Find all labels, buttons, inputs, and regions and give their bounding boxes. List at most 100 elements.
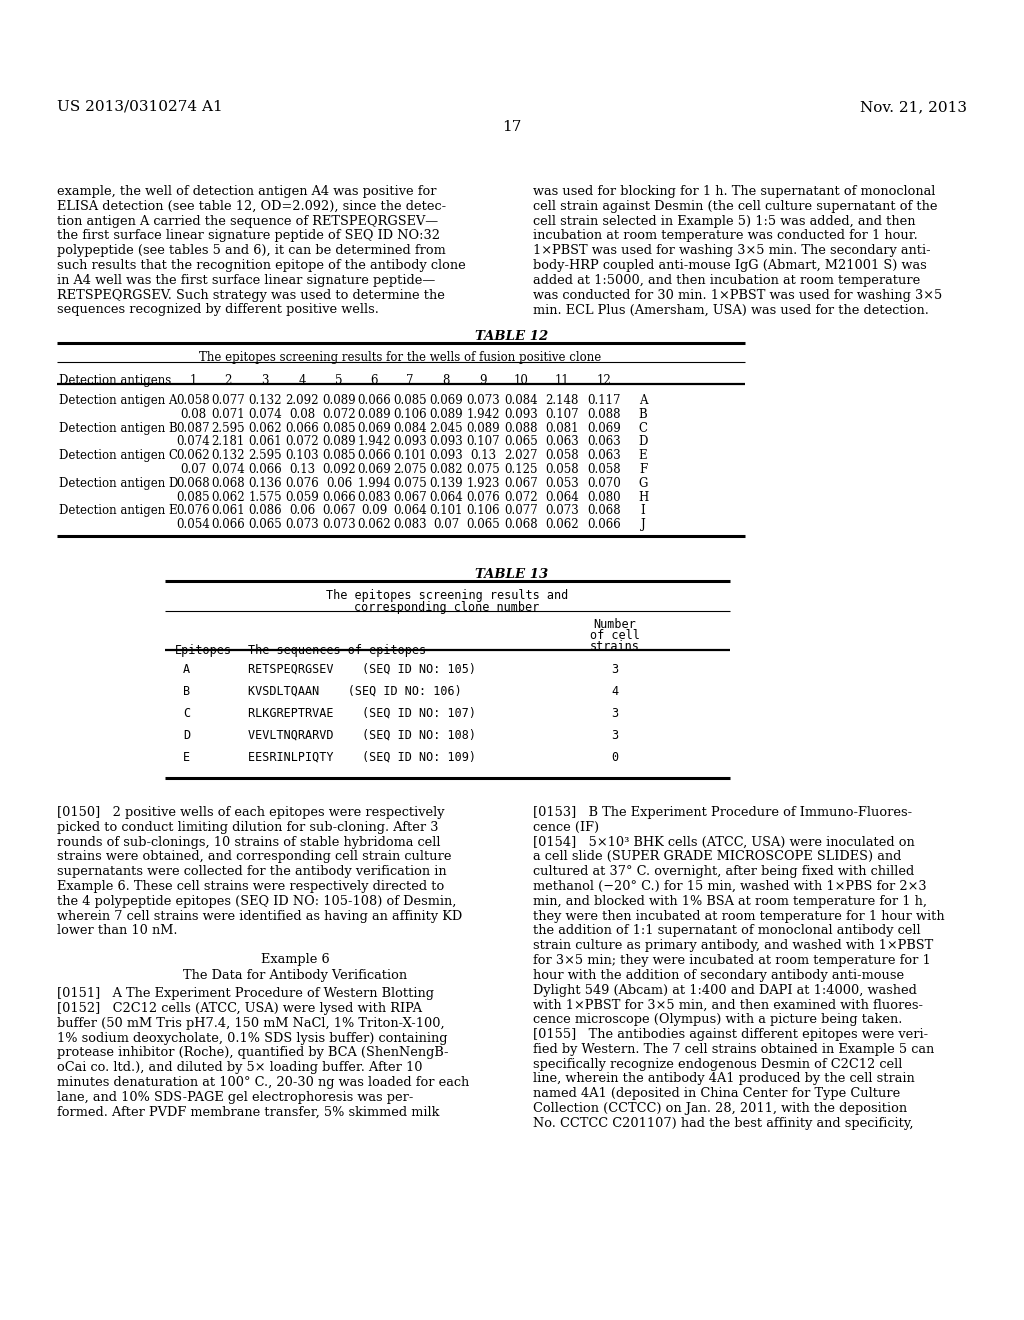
Text: cence (IF): cence (IF): [534, 821, 599, 834]
Text: 0.106: 0.106: [393, 408, 427, 421]
Text: 0.101: 0.101: [393, 449, 427, 462]
Text: a cell slide (SUPER GRADE MICROSCOPE SLIDES) and: a cell slide (SUPER GRADE MICROSCOPE SLI…: [534, 850, 901, 863]
Text: 0.066: 0.066: [357, 449, 391, 462]
Text: 9: 9: [479, 374, 486, 387]
Text: 0.069: 0.069: [357, 421, 391, 434]
Text: 0.068: 0.068: [587, 504, 621, 517]
Text: 0.089: 0.089: [466, 421, 500, 434]
Text: 0.101: 0.101: [429, 504, 463, 517]
Text: 0.063: 0.063: [545, 436, 579, 449]
Text: 0.092: 0.092: [323, 463, 355, 477]
Text: 0.07: 0.07: [433, 519, 459, 531]
Text: 11: 11: [555, 374, 569, 387]
Text: 0.069: 0.069: [357, 463, 391, 477]
Text: 0.072: 0.072: [323, 408, 355, 421]
Text: 0.064: 0.064: [429, 491, 463, 504]
Text: of cell: of cell: [590, 630, 640, 642]
Text: 0.061: 0.061: [211, 504, 245, 517]
Text: VEVLTNQRARVD    (SEQ ID NO: 108): VEVLTNQRARVD (SEQ ID NO: 108): [248, 729, 476, 742]
Text: 0.083: 0.083: [357, 491, 391, 504]
Text: 1.942: 1.942: [357, 436, 391, 449]
Text: 0.070: 0.070: [587, 477, 621, 490]
Text: D: D: [183, 729, 190, 742]
Text: methanol (−20° C.) for 15 min, washed with 1×PBS for 2×3: methanol (−20° C.) for 15 min, washed wi…: [534, 880, 927, 894]
Text: for 3×5 min; they were incubated at room temperature for 1: for 3×5 min; they were incubated at room…: [534, 954, 931, 968]
Text: A: A: [183, 663, 190, 676]
Text: Detection antigen D: Detection antigen D: [59, 477, 178, 490]
Text: 0.139: 0.139: [429, 477, 463, 490]
Text: 0.073: 0.073: [323, 519, 356, 531]
Text: protease inhibitor (Roche), quantified by BCA (ShenNengB-: protease inhibitor (Roche), quantified b…: [57, 1047, 449, 1060]
Text: 0.058: 0.058: [545, 449, 579, 462]
Text: 1.994: 1.994: [357, 477, 391, 490]
Text: 0.106: 0.106: [466, 504, 500, 517]
Text: 2: 2: [224, 374, 231, 387]
Text: Detection antigen A: Detection antigen A: [59, 393, 177, 407]
Text: rounds of sub-clonings, 10 strains of stable hybridoma cell: rounds of sub-clonings, 10 strains of st…: [57, 836, 440, 849]
Text: 0.088: 0.088: [587, 408, 621, 421]
Text: B: B: [639, 408, 647, 421]
Text: 0.068: 0.068: [176, 477, 210, 490]
Text: 0.072: 0.072: [504, 491, 538, 504]
Text: 7: 7: [407, 374, 414, 387]
Text: 0.093: 0.093: [429, 449, 463, 462]
Text: cell strain against Desmin (the cell culture supernatant of the: cell strain against Desmin (the cell cul…: [534, 199, 938, 213]
Text: 2.148: 2.148: [546, 393, 579, 407]
Text: 0.063: 0.063: [587, 449, 621, 462]
Text: lane, and 10% SDS-PAGE gel electrophoresis was per-: lane, and 10% SDS-PAGE gel electrophores…: [57, 1090, 414, 1104]
Text: 2.181: 2.181: [211, 436, 245, 449]
Text: 0.117: 0.117: [587, 393, 621, 407]
Text: 0.076: 0.076: [176, 504, 210, 517]
Text: 0.065: 0.065: [466, 519, 500, 531]
Text: they were then incubated at room temperature for 1 hour with: they were then incubated at room tempera…: [534, 909, 944, 923]
Text: 0.086: 0.086: [248, 504, 282, 517]
Text: 0.136: 0.136: [248, 477, 282, 490]
Text: such results that the recognition epitope of the antibody clone: such results that the recognition epitop…: [57, 259, 466, 272]
Text: the 4 polypeptide epitopes (SEQ ID NO: 105-108) of Desmin,: the 4 polypeptide epitopes (SEQ ID NO: 1…: [57, 895, 457, 908]
Text: 2.092: 2.092: [286, 393, 318, 407]
Text: [0150]   2 positive wells of each epitopes were respectively: [0150] 2 positive wells of each epitopes…: [57, 807, 444, 818]
Text: 3: 3: [611, 663, 618, 676]
Text: 0.069: 0.069: [429, 393, 463, 407]
Text: 0.059: 0.059: [285, 491, 318, 504]
Text: strain culture as primary antibody, and washed with 1×PBST: strain culture as primary antibody, and …: [534, 940, 933, 952]
Text: The epitopes screening results for the wells of fusion positive clone: The epitopes screening results for the w…: [199, 351, 601, 364]
Text: Nov. 21, 2013: Nov. 21, 2013: [860, 100, 967, 114]
Text: 0.073: 0.073: [545, 504, 579, 517]
Text: TABLE 12: TABLE 12: [475, 330, 549, 343]
Text: buffer (50 mM Tris pH7.4, 150 mM NaCl, 1% Triton-X-100,: buffer (50 mM Tris pH7.4, 150 mM NaCl, 1…: [57, 1016, 444, 1030]
Text: 4: 4: [298, 374, 306, 387]
Text: 10: 10: [514, 374, 528, 387]
Text: 0.054: 0.054: [176, 519, 210, 531]
Text: the addition of 1:1 supernatant of monoclonal antibody cell: the addition of 1:1 supernatant of monoc…: [534, 924, 921, 937]
Text: 0.085: 0.085: [323, 449, 355, 462]
Text: 4: 4: [611, 685, 618, 698]
Text: 0.068: 0.068: [504, 519, 538, 531]
Text: 0.089: 0.089: [429, 408, 463, 421]
Text: 0.067: 0.067: [393, 491, 427, 504]
Text: 0.075: 0.075: [466, 463, 500, 477]
Text: Number: Number: [594, 618, 636, 631]
Text: 2.075: 2.075: [393, 463, 427, 477]
Text: 0.085: 0.085: [393, 393, 427, 407]
Text: The Data for Antibody Verification: The Data for Antibody Verification: [183, 969, 408, 982]
Text: strains were obtained, and corresponding cell strain culture: strains were obtained, and corresponding…: [57, 850, 452, 863]
Text: in A4 well was the first surface linear signature peptide—: in A4 well was the first surface linear …: [57, 273, 435, 286]
Text: 0.066: 0.066: [323, 491, 356, 504]
Text: strains: strains: [590, 640, 640, 653]
Text: 0.063: 0.063: [587, 436, 621, 449]
Text: 0.065: 0.065: [504, 436, 538, 449]
Text: picked to conduct limiting dilution for sub-cloning. After 3: picked to conduct limiting dilution for …: [57, 821, 438, 834]
Text: 12: 12: [597, 374, 611, 387]
Text: Collection (CCTCC) on Jan. 28, 2011, with the deposition: Collection (CCTCC) on Jan. 28, 2011, wit…: [534, 1102, 907, 1115]
Text: minutes denaturation at 100° C., 20-30 ng was loaded for each: minutes denaturation at 100° C., 20-30 n…: [57, 1076, 469, 1089]
Text: RETSPEQRGSEV. Such strategy was used to determine the: RETSPEQRGSEV. Such strategy was used to …: [57, 289, 444, 301]
Text: with 1×PBST for 3×5 min, and then examined with fluores-: with 1×PBST for 3×5 min, and then examin…: [534, 998, 923, 1011]
Text: 3: 3: [261, 374, 268, 387]
Text: 0.088: 0.088: [504, 421, 538, 434]
Text: was conducted for 30 min. 1×PBST was used for washing 3×5: was conducted for 30 min. 1×PBST was use…: [534, 289, 942, 301]
Text: 0: 0: [611, 751, 618, 764]
Text: formed. After PVDF membrane transfer, 5% skimmed milk: formed. After PVDF membrane transfer, 5%…: [57, 1106, 439, 1118]
Text: 0.058: 0.058: [587, 463, 621, 477]
Text: 0.089: 0.089: [323, 436, 355, 449]
